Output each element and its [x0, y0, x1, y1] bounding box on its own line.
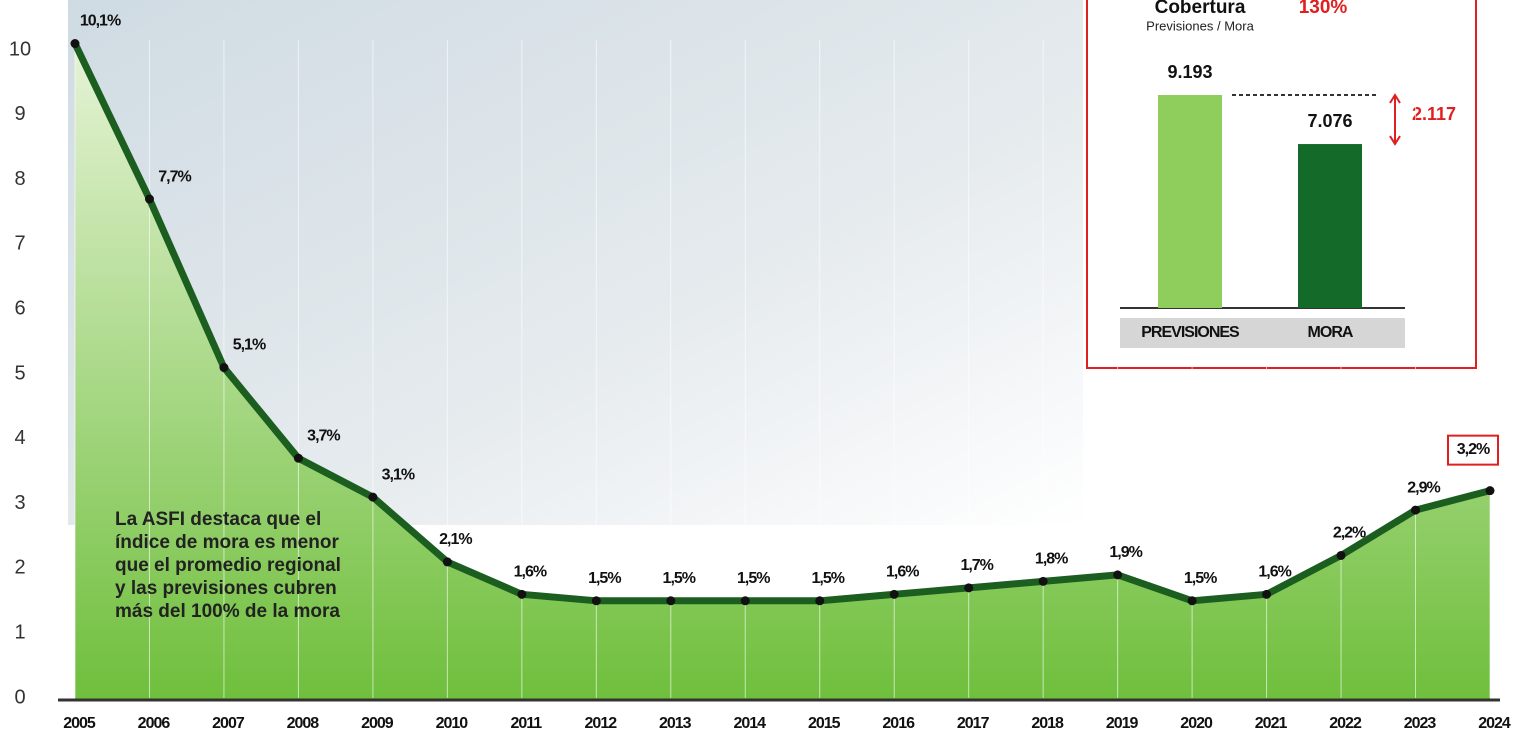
value-label: 1,6%	[1258, 564, 1291, 581]
annotation: más del 100% de la mora	[115, 601, 340, 622]
value-label: 1,5%	[588, 570, 621, 587]
point	[741, 596, 750, 605]
x-tick-label: 2007	[212, 715, 245, 732]
point	[1188, 596, 1197, 605]
x-tick-label: 2012	[585, 715, 618, 732]
value-label: 1,6%	[514, 564, 547, 581]
x-tick-label: 2019	[1106, 715, 1139, 732]
value-label: 7,7%	[158, 168, 191, 185]
point	[368, 493, 377, 502]
x-tick-label: 2018	[1031, 715, 1064, 732]
bar	[1158, 95, 1222, 308]
inset-title: Cobertura	[1155, 0, 1246, 18]
y-tick-label: 5	[14, 362, 25, 384]
point	[964, 583, 973, 592]
value-label: 2,2%	[1333, 525, 1366, 542]
x-tick-label: 2016	[882, 715, 915, 732]
value-label: 2,9%	[1407, 479, 1440, 496]
chart: Cobertura 130% Previsiones / Mora 2.117 …	[0, 0, 1513, 736]
point	[815, 596, 824, 605]
inset-subtitle: Previsiones / Mora	[1146, 18, 1254, 33]
value-label: 1,5%	[663, 570, 696, 587]
y-tick-label: 1	[14, 621, 25, 643]
point	[666, 596, 675, 605]
y-tick-label: 7	[14, 233, 25, 255]
x-tick-label: 2008	[287, 715, 320, 732]
x-tick-label: 2023	[1404, 715, 1437, 732]
annotation: La ASFI destaca que el	[115, 509, 321, 530]
x-tick-label: 2010	[436, 715, 469, 732]
y-tick-label: 6	[14, 297, 25, 319]
point	[443, 557, 452, 566]
x-tick-label: 2021	[1255, 715, 1288, 732]
point	[890, 590, 899, 599]
x-tick-label: MORA	[1308, 324, 1354, 341]
y-tick-label: 8	[14, 168, 25, 190]
point	[1486, 486, 1495, 495]
y-tick-label: 3	[14, 492, 25, 514]
point	[219, 363, 228, 372]
x-tick-label: 2009	[361, 715, 394, 732]
point	[517, 590, 526, 599]
point	[1337, 551, 1346, 560]
value-label: 1,7%	[960, 557, 993, 574]
x-tick-label: 2005	[63, 715, 96, 732]
x-tick-label: 2015	[808, 715, 841, 732]
y-tick-label: 10	[9, 38, 31, 60]
value-label: 1,5%	[812, 570, 845, 587]
value-label: 1,9%	[1109, 544, 1142, 561]
value-label: 1,8%	[1035, 551, 1068, 568]
value-label: 3,2%	[1457, 441, 1490, 458]
annotation: que el promedio regional	[115, 555, 341, 576]
value-label: 3,7%	[307, 427, 340, 444]
value-label: 5,1%	[233, 337, 266, 354]
bar	[1298, 144, 1362, 308]
annotation: y las previsiones cubren	[115, 578, 337, 599]
x-tick-label: 2024	[1478, 715, 1511, 732]
x-tick-label: 2022	[1329, 715, 1362, 732]
value-label: 1,6%	[886, 564, 919, 581]
x-tick-label: 2013	[659, 715, 692, 732]
point	[294, 454, 303, 463]
y-tick-label: 9	[14, 103, 25, 125]
value-label: 7.076	[1307, 111, 1352, 131]
value-label: 1,5%	[737, 570, 770, 587]
x-tick-label: 2011	[510, 715, 542, 732]
point	[145, 195, 154, 204]
y-tick-label: 2	[14, 557, 25, 579]
inset-box	[1087, 0, 1476, 368]
x-tick-label: 2006	[138, 715, 171, 732]
value-label: 9.193	[1167, 62, 1212, 82]
point	[71, 39, 80, 48]
value-label: 10,1%	[80, 13, 121, 30]
point	[1113, 570, 1122, 579]
point	[1039, 577, 1048, 586]
x-tick-label: 2020	[1180, 715, 1213, 732]
y-tick-label: 4	[14, 427, 25, 449]
x-tick-label: 2017	[957, 715, 990, 732]
point	[1262, 590, 1271, 599]
annotation: índice de mora es menor	[115, 532, 339, 553]
page: Cobertura 130% Previsiones / Mora 2.117 …	[0, 0, 1513, 736]
ratio-label: 130%	[1299, 0, 1348, 18]
x-tick-label: PREVISIONES	[1141, 324, 1240, 341]
value-label: 3,1%	[382, 466, 415, 483]
point	[1411, 506, 1420, 515]
value-label: 1,5%	[1184, 570, 1217, 587]
value-label: 2,1%	[439, 531, 472, 548]
y-tick-label: 0	[14, 686, 25, 708]
x-tick-label: 2014	[733, 715, 766, 732]
point	[592, 596, 601, 605]
difference-label: 2.117	[1412, 104, 1456, 124]
